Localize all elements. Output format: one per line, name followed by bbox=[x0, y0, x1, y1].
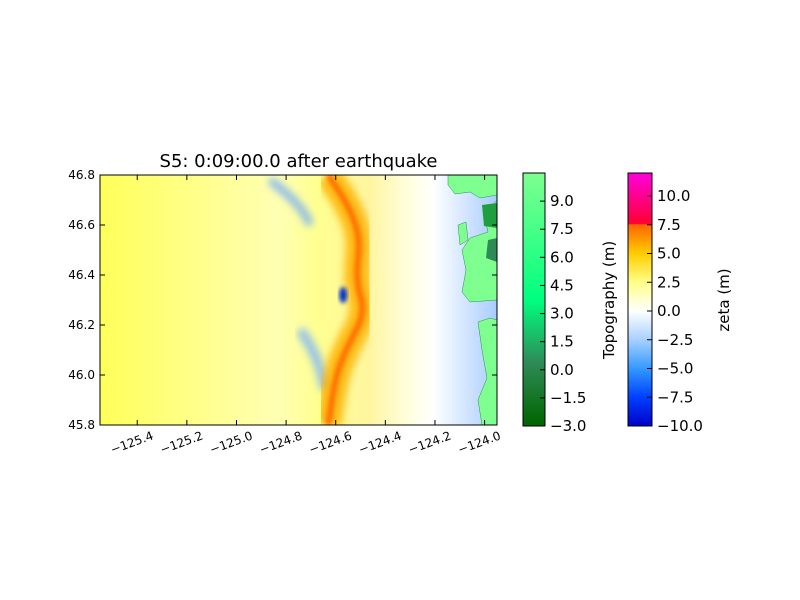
colorbar-tick-label: −3.0 bbox=[550, 417, 586, 435]
colorbar-tick-label: 3.0 bbox=[550, 305, 574, 323]
colorbar-tick-label: −10.0 bbox=[657, 417, 703, 435]
sea-surface-field bbox=[100, 175, 497, 425]
colorbar-tick-label: −5.0 bbox=[657, 360, 693, 378]
y-tick-label: 46.0 bbox=[68, 368, 95, 382]
topography-colorbar: −3.0 −1.5 0.0 1.5 3.0 4.5 6.0 7.5 9.0 Topography… bbox=[522, 172, 618, 435]
x-tick-label: −124.2 bbox=[406, 429, 453, 457]
colorbar-tick-label: 5.0 bbox=[657, 245, 681, 263]
trough-spot bbox=[339, 287, 348, 303]
x-tick-label: −125.2 bbox=[158, 429, 205, 457]
y-tick-label: 46.6 bbox=[68, 218, 95, 232]
y-tick-label: 45.8 bbox=[68, 418, 95, 432]
map-title: S5: 0:09:00.0 after earthquake bbox=[160, 151, 438, 172]
colorbar-tick-label: −1.5 bbox=[550, 389, 586, 407]
tsunami-map bbox=[100, 175, 497, 425]
colorbar-tick-label: 7.5 bbox=[657, 216, 681, 234]
colorbar-tick-label: −7.5 bbox=[657, 388, 693, 406]
map-frame bbox=[99, 174, 498, 426]
y-tick-label: 46.8 bbox=[68, 168, 95, 182]
topography-colorbar-gradient bbox=[522, 172, 546, 427]
trailing-trough-north bbox=[267, 176, 314, 227]
x-tick-label: −124.6 bbox=[307, 429, 354, 457]
colorbar-tick-label: 9.0 bbox=[550, 192, 574, 210]
colorbar-tick-label: 6.0 bbox=[550, 248, 574, 266]
y-axis: 45.8 46.0 46.2 46.4 46.6 46.8 bbox=[68, 168, 497, 432]
colorbar-tick-label: 4.5 bbox=[550, 276, 574, 294]
colorbar-tick-label: 10.0 bbox=[657, 187, 690, 205]
colorbar-tick-label: 0.0 bbox=[550, 361, 574, 379]
x-tick-label: −125.4 bbox=[109, 429, 156, 457]
x-tick-label: −125.0 bbox=[208, 429, 255, 457]
colorbar-tick-label: 2.5 bbox=[657, 273, 681, 291]
colorbar-tick-label: −2.5 bbox=[657, 331, 693, 349]
coastline-land bbox=[447, 175, 497, 425]
x-tick-label: −124.8 bbox=[258, 429, 305, 457]
zeta-colorbar-label: zeta (m) bbox=[715, 268, 733, 331]
x-tick-label: −124.0 bbox=[456, 429, 503, 457]
topography-colorbar-label: Topography (m) bbox=[600, 241, 618, 360]
zeta-colorbar: −10.0 −7.5 −5.0 −2.5 0.0 2.5 5.0 7.5 10.0 zeta (… bbox=[627, 172, 733, 435]
colorbar-tick-label: 1.5 bbox=[550, 333, 574, 351]
y-tick-label: 46.4 bbox=[68, 268, 95, 282]
zeta-colorbar-gradient bbox=[627, 172, 653, 427]
colorbar-tick-label: 7.5 bbox=[550, 220, 574, 238]
y-tick-label: 46.2 bbox=[68, 318, 95, 332]
wavefront-crest bbox=[325, 175, 366, 425]
zeta-colorbar-ticks: −10.0 −7.5 −5.0 −2.5 0.0 2.5 5.0 7.5 10.0 bbox=[647, 187, 703, 435]
colorbar-tick-label: 0.0 bbox=[657, 302, 681, 320]
x-tick-label: −124.4 bbox=[357, 429, 404, 457]
topography-colorbar-ticks: −3.0 −1.5 0.0 1.5 3.0 4.5 6.0 7.5 9.0 bbox=[540, 192, 586, 435]
